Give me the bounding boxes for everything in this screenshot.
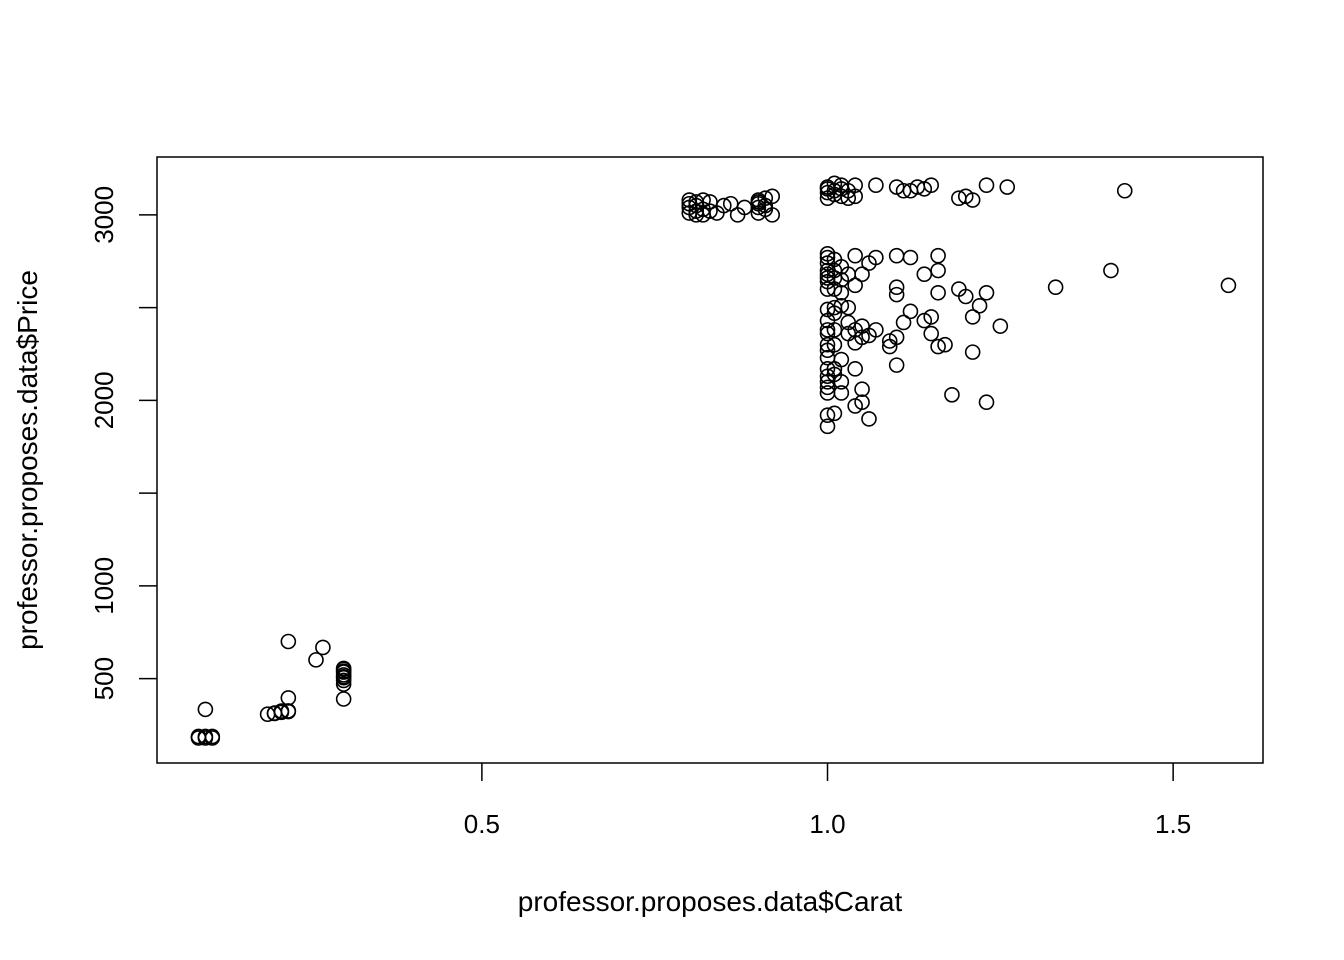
data-point [819,249,836,266]
data-point [1103,262,1119,279]
data-point [888,286,905,303]
data-point [197,701,214,718]
data-point [888,279,905,296]
data-point [335,660,352,677]
data-point [964,192,981,208]
y-tick-label: 1000 [89,557,119,615]
data-point [868,177,884,193]
data-point [197,730,214,746]
data-point [819,418,836,435]
data-point [888,247,905,264]
data-point [280,633,297,650]
data-point [999,179,1016,195]
plot-frame [156,156,1264,764]
data-point [923,309,940,325]
data-point [971,297,988,314]
data-point [819,379,836,396]
data-point [868,249,884,266]
data-point [833,374,850,390]
data-point [1116,182,1133,199]
data-point [315,639,331,656]
data-point [833,385,850,401]
data-point [280,690,297,706]
data-point [819,336,836,353]
data-point [854,394,870,411]
data-point [819,322,836,338]
data-point [854,329,870,346]
data-point [688,203,704,219]
data-point [750,195,767,212]
data-point [854,266,870,283]
data-point [833,351,850,368]
data-point [826,405,843,422]
data-point [937,336,953,353]
data-point [847,247,863,264]
data-point [335,691,352,707]
data-point [1220,277,1237,294]
data-point [895,314,912,331]
data-point [833,284,850,301]
data-point [847,277,863,294]
data-point [964,309,981,325]
data-point [847,361,863,377]
data-point [957,288,974,305]
data-point [833,181,850,197]
x-axis-label: professor.proposes.data$Carat [518,886,903,917]
data-point [847,188,863,205]
data-point [930,262,946,279]
y-tick-label: 2000 [89,371,119,429]
data-point [978,284,995,301]
x-tick-label: 0.5 [464,809,500,839]
data-point [868,322,884,338]
data-point [930,247,946,264]
data-point [266,705,283,722]
data-point [992,318,1009,334]
data-point [944,386,960,403]
data-point [888,329,905,346]
y-tick-label: 500 [89,657,119,700]
data-point [930,338,946,355]
data-point [854,381,870,398]
data-point [861,411,877,427]
data-point [204,730,221,746]
data-point [1047,279,1064,296]
x-tick-label: 1.5 [1155,809,1191,839]
y-axis-label: professor.proposes.data$Price [12,270,43,650]
data-point [826,336,843,353]
data-point [273,703,290,719]
data-point [819,407,836,424]
data-point [840,299,857,316]
data-point [964,344,981,360]
data-point [930,284,946,301]
data-point [308,652,324,668]
x-tick-label: 1.0 [809,809,845,839]
data-point [902,303,919,320]
data-point [978,177,995,193]
data-point [916,266,933,283]
data-point [888,357,905,373]
data-point [923,325,940,342]
data-point [978,394,995,411]
data-point [702,194,718,210]
data-point [335,668,352,685]
data-point [335,676,352,692]
x-axis: 0.5 1.0 1.5 [464,763,1191,839]
data-point [833,297,850,314]
data-points [190,175,1237,746]
y-tick-label: 3000 [89,186,119,244]
y-axis: 500 1000 2000 3000 [89,186,157,700]
data-point [902,249,919,266]
data-point [923,177,940,193]
data-point [335,672,352,689]
